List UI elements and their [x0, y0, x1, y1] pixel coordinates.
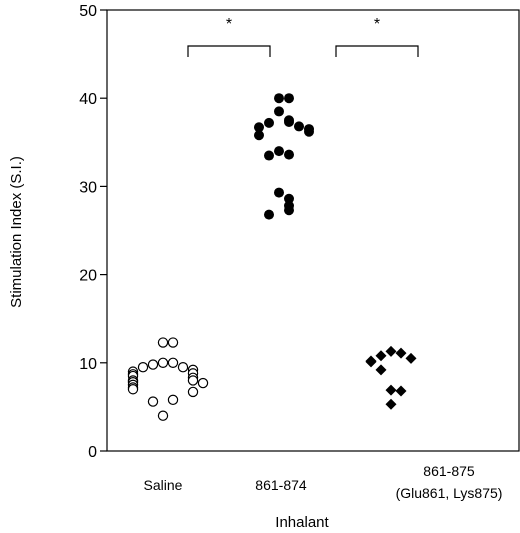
category-labels: Saline 861-874 861-875 (Glu861, Lys875) [144, 463, 503, 501]
data-point-open-circle [157, 410, 169, 421]
data-point-open-circle [157, 357, 169, 368]
data-point-filled-circle [294, 121, 304, 132]
data-point-open-circle [147, 396, 159, 407]
y-axis-title: Stimulation Index (S.I.) [8, 156, 25, 308]
category-label: Saline [144, 477, 183, 493]
data-point-filled-circle [274, 106, 284, 117]
x-axis-title: Inhalant [275, 514, 329, 531]
data-point-filled-circle [274, 187, 284, 198]
category-label-line2: (Glu861, Lys875) [396, 485, 503, 501]
data-point-open-circle [197, 377, 209, 389]
data-point-filled-circle [284, 149, 294, 160]
significance-bracket [335, 45, 419, 57]
data-point-open-circle [167, 357, 179, 368]
data-point-open-circle [147, 359, 159, 370]
data-point-filled-circle [264, 117, 274, 128]
data-point-filled-circle [284, 205, 294, 216]
data-point-filled-diamond [385, 398, 397, 410]
data-point-open-circle [167, 337, 179, 348]
data-point-open-circle [157, 337, 169, 348]
category-label: 861-874 [255, 477, 307, 493]
significance-brackets: * * [187, 16, 419, 57]
data-point-open-circle [187, 375, 199, 386]
y-tick-label: 30 [79, 179, 97, 196]
plot-frame [106, 9, 520, 452]
data-marks [127, 93, 417, 421]
data-point-filled-diamond [375, 350, 387, 362]
data-point-filled-circle [284, 193, 294, 204]
data-point-filled-circle [264, 150, 274, 161]
data-point-filled-circle [254, 130, 264, 141]
data-point-filled-diamond [385, 384, 397, 396]
data-point-filled-circle [284, 117, 294, 128]
significance-star: * [226, 16, 232, 33]
data-point-filled-diamond [375, 364, 387, 376]
data-point-filled-diamond [385, 345, 397, 357]
category-label: 861-875 [423, 463, 475, 479]
data-point-open-circle [127, 384, 139, 395]
y-tick-label: 50 [79, 3, 97, 20]
data-point-filled-diamond [395, 385, 407, 397]
data-point-filled-circle [274, 93, 284, 104]
y-tick-label: 40 [79, 91, 97, 108]
y-tick-label: 10 [79, 356, 97, 373]
data-point-open-circle [137, 362, 149, 373]
data-point-filled-diamond [405, 352, 417, 364]
data-point-filled-circle [254, 122, 264, 133]
data-point-filled-circle [274, 146, 284, 157]
y-tick-label: 0 [88, 444, 97, 461]
data-point-filled-circle [264, 209, 274, 220]
y-axis: 0 10 20 30 40 50 [79, 3, 107, 461]
data-point-filled-diamond [365, 356, 377, 368]
data-point-open-circle [177, 362, 189, 373]
data-point-open-circle [167, 394, 179, 406]
data-point-filled-diamond [395, 347, 407, 359]
data-point-filled-circle [304, 126, 314, 137]
y-tick-label: 20 [79, 268, 97, 285]
data-point-open-circle [187, 386, 199, 398]
data-point-filled-circle [284, 93, 294, 104]
significance-star: * [374, 16, 380, 33]
significance-bracket [187, 45, 271, 57]
